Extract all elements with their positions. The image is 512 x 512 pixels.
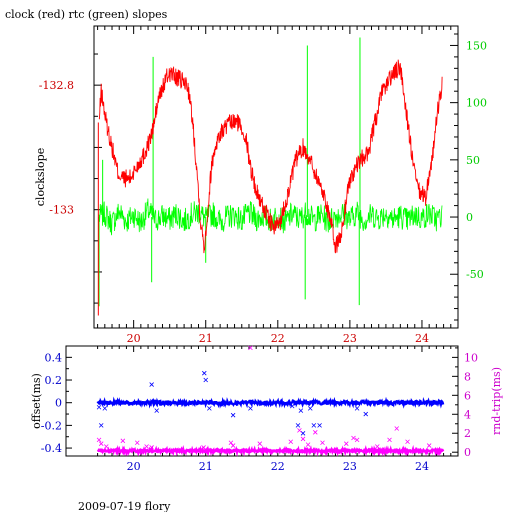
x-tick-label: 21 xyxy=(199,332,213,345)
right-y-tick-label: 8 xyxy=(464,370,471,383)
rnd-trip-point xyxy=(103,444,109,449)
rnd-trip-point xyxy=(387,437,392,443)
x-tick-label: 22 xyxy=(271,332,285,345)
right-y-tick-label: 4 xyxy=(464,408,471,421)
left-y-tick-label: 0 xyxy=(55,397,62,410)
x-tick-label: 24 xyxy=(415,332,429,345)
rnd-trip-point xyxy=(120,438,126,444)
rnd-trip-point xyxy=(248,345,253,351)
rnd-trip-point xyxy=(230,443,236,448)
offset-point xyxy=(363,411,369,417)
offset-series-band xyxy=(96,396,445,409)
right-y-tick-label: -50 xyxy=(466,268,484,281)
slopes-panel: 20 21 22 23 24 -132.8 -133 150 100 50 0 -50 clocksl… xyxy=(34,25,487,345)
rtc-series-line xyxy=(98,198,443,236)
offset-point xyxy=(149,382,154,387)
left-y-tick-label: 0.2 xyxy=(45,374,63,387)
slopes-data xyxy=(97,37,443,316)
rnd-trip-point xyxy=(228,440,234,446)
rnd-trip-axis-label: rnd-trip(ms) xyxy=(490,367,503,435)
offset-plot-frame xyxy=(65,345,459,457)
offset-data xyxy=(96,345,445,457)
offset-point xyxy=(298,408,304,413)
x-tick-label: 21 xyxy=(199,460,213,473)
rnd-trip-point xyxy=(320,440,325,446)
right-y-tick-label: 50 xyxy=(466,154,480,167)
offset-point xyxy=(203,377,209,383)
footer-label: 2009-07-19 flory xyxy=(78,500,171,512)
clock-series-line xyxy=(98,59,443,254)
right-y-tick-label: 2 xyxy=(464,427,471,440)
rnd-trip-point xyxy=(288,439,294,445)
rnd-trip-series-band xyxy=(96,444,445,457)
offset-point xyxy=(230,412,236,418)
left-y-tick-label: -0.4 xyxy=(41,442,62,455)
rnd-trip-point xyxy=(394,426,400,431)
offset-point xyxy=(201,370,207,376)
left-y-tick-label: 0.4 xyxy=(45,351,63,364)
rnd-trip-point xyxy=(300,436,306,442)
left-y-tick-label: -133 xyxy=(49,204,74,217)
rnd-trip-point xyxy=(203,447,209,452)
x-tick-label: 23 xyxy=(343,460,357,473)
right-y-tick-label: 100 xyxy=(466,97,487,110)
rnd-trip-point xyxy=(343,441,349,446)
rnd-trip-point xyxy=(426,443,432,448)
rnd-trip-point xyxy=(297,428,302,433)
offset-point xyxy=(154,408,159,413)
rnd-trip-point xyxy=(134,440,140,446)
offset-point xyxy=(248,406,253,411)
rnd-trip-point xyxy=(149,445,154,450)
offset-point xyxy=(354,406,360,411)
rnd-trip-point xyxy=(96,437,102,443)
offset-point xyxy=(311,423,317,428)
rnd-trip-point xyxy=(351,435,356,441)
offset-point xyxy=(295,423,301,428)
right-y-tick-label: 6 xyxy=(464,389,471,402)
chart-title: clock (red) rtc (green) slopes xyxy=(5,8,168,21)
offset-point xyxy=(307,406,313,411)
x-tick-label: 24 xyxy=(415,460,429,473)
offset-point xyxy=(96,404,102,410)
right-y-tick-label: 150 xyxy=(466,39,487,52)
clockslope-axis-label: clockslope xyxy=(34,148,47,206)
left-y-tick-label: -132.8 xyxy=(39,79,74,92)
rnd-trip-point xyxy=(374,444,380,449)
offset-point xyxy=(317,423,322,428)
x-tick-label: 23 xyxy=(343,332,357,345)
rnd-trip-point xyxy=(354,437,360,443)
slopes-axis-ticks xyxy=(94,26,458,328)
x-tick-label: 22 xyxy=(271,460,285,473)
right-y-tick-label: 0 xyxy=(466,211,473,224)
offset-point xyxy=(102,406,108,411)
offset-point xyxy=(207,406,212,411)
offset-point xyxy=(289,403,295,409)
offset-point xyxy=(300,431,306,436)
left-y-tick-label: -0.2 xyxy=(41,419,62,432)
x-tick-label: 20 xyxy=(127,332,141,345)
rnd-trip-point xyxy=(405,439,410,445)
rnd-trip-point xyxy=(98,441,104,446)
right-y-tick-label: 10 xyxy=(464,351,478,364)
x-tick-label: 20 xyxy=(127,460,141,473)
rnd-trip-point xyxy=(144,444,149,449)
slopes-plot-frame xyxy=(93,25,459,329)
offset-point xyxy=(98,423,104,428)
offset-axis-label: offset(ms) xyxy=(30,373,43,429)
rnd-trip-point xyxy=(313,430,318,435)
right-y-tick-label: 0 xyxy=(464,446,471,459)
slopes-tick-labels: 20 21 22 23 24 -132.8 -133 150 100 50 0 -50 xyxy=(39,39,487,345)
rnd-trip-point xyxy=(305,442,311,447)
rnd-trip-point xyxy=(257,441,263,446)
